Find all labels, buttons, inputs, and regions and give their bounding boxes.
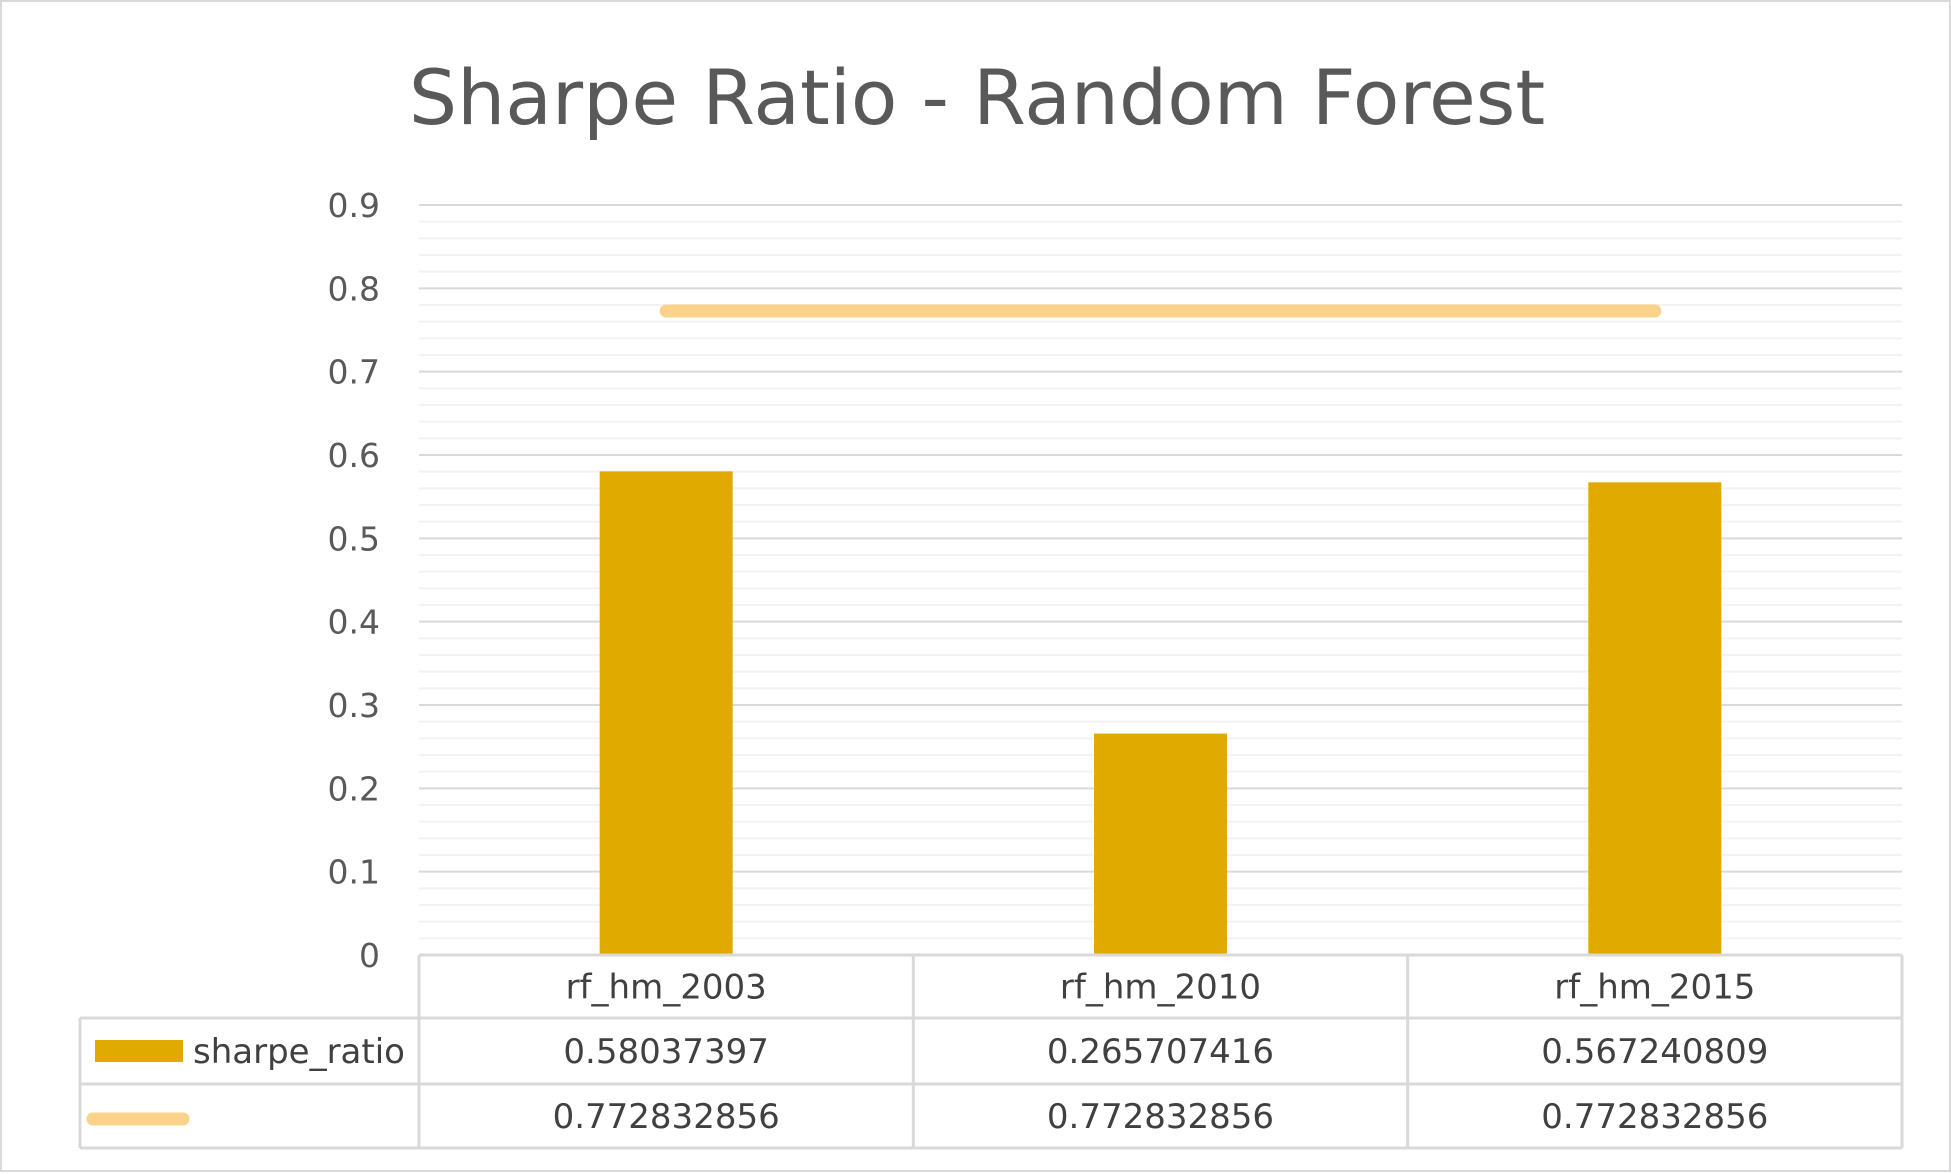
y-tick-label: 0.1 xyxy=(328,853,380,892)
y-tick-label: 0.7 xyxy=(328,353,380,392)
chart-title: Sharpe Ratio - Random Forest xyxy=(409,53,1545,142)
y-tick-label: 0.3 xyxy=(328,686,380,725)
bar-series xyxy=(599,471,1722,955)
legend-key-bar xyxy=(95,1040,183,1062)
table-value: 0.772832856 xyxy=(1047,1097,1274,1137)
table-value: 0.265707416 xyxy=(1047,1032,1274,1072)
y-tick-label: 0.6 xyxy=(328,436,380,475)
y-tick-label: 0.2 xyxy=(328,769,380,808)
y-tick-label: 0.9 xyxy=(328,186,380,225)
y-tick-label: 0.5 xyxy=(328,519,380,558)
x-tick-label: rf_hm_2010 xyxy=(1060,968,1261,1008)
y-tick-label: 0.4 xyxy=(328,603,380,642)
table-value: 0.772832856 xyxy=(553,1097,780,1137)
y-axis-tick-labels: 0 0.1 0.2 0.3 0.4 0.5 0.6 0.7 0.8 0.9 xyxy=(328,186,380,975)
y-tick-label: 0.8 xyxy=(328,269,380,308)
table-value: 0.58037397 xyxy=(563,1032,769,1072)
bar xyxy=(599,471,733,955)
bar xyxy=(1094,733,1227,955)
x-tick-label: rf_hm_2003 xyxy=(566,968,767,1008)
series-name: sharpe_ratio xyxy=(193,1032,405,1072)
table-value: 0.567240809 xyxy=(1541,1032,1768,1072)
bar xyxy=(1588,482,1722,955)
data-table: rf_hm_2003 rf_hm_2010 rf_hm_2015 sharpe_rat… xyxy=(78,953,1904,1150)
y-tick-label: 0 xyxy=(359,936,380,975)
x-tick-label: rf_hm_2015 xyxy=(1554,968,1755,1008)
table-value: 0.772832856 xyxy=(1541,1097,1768,1137)
